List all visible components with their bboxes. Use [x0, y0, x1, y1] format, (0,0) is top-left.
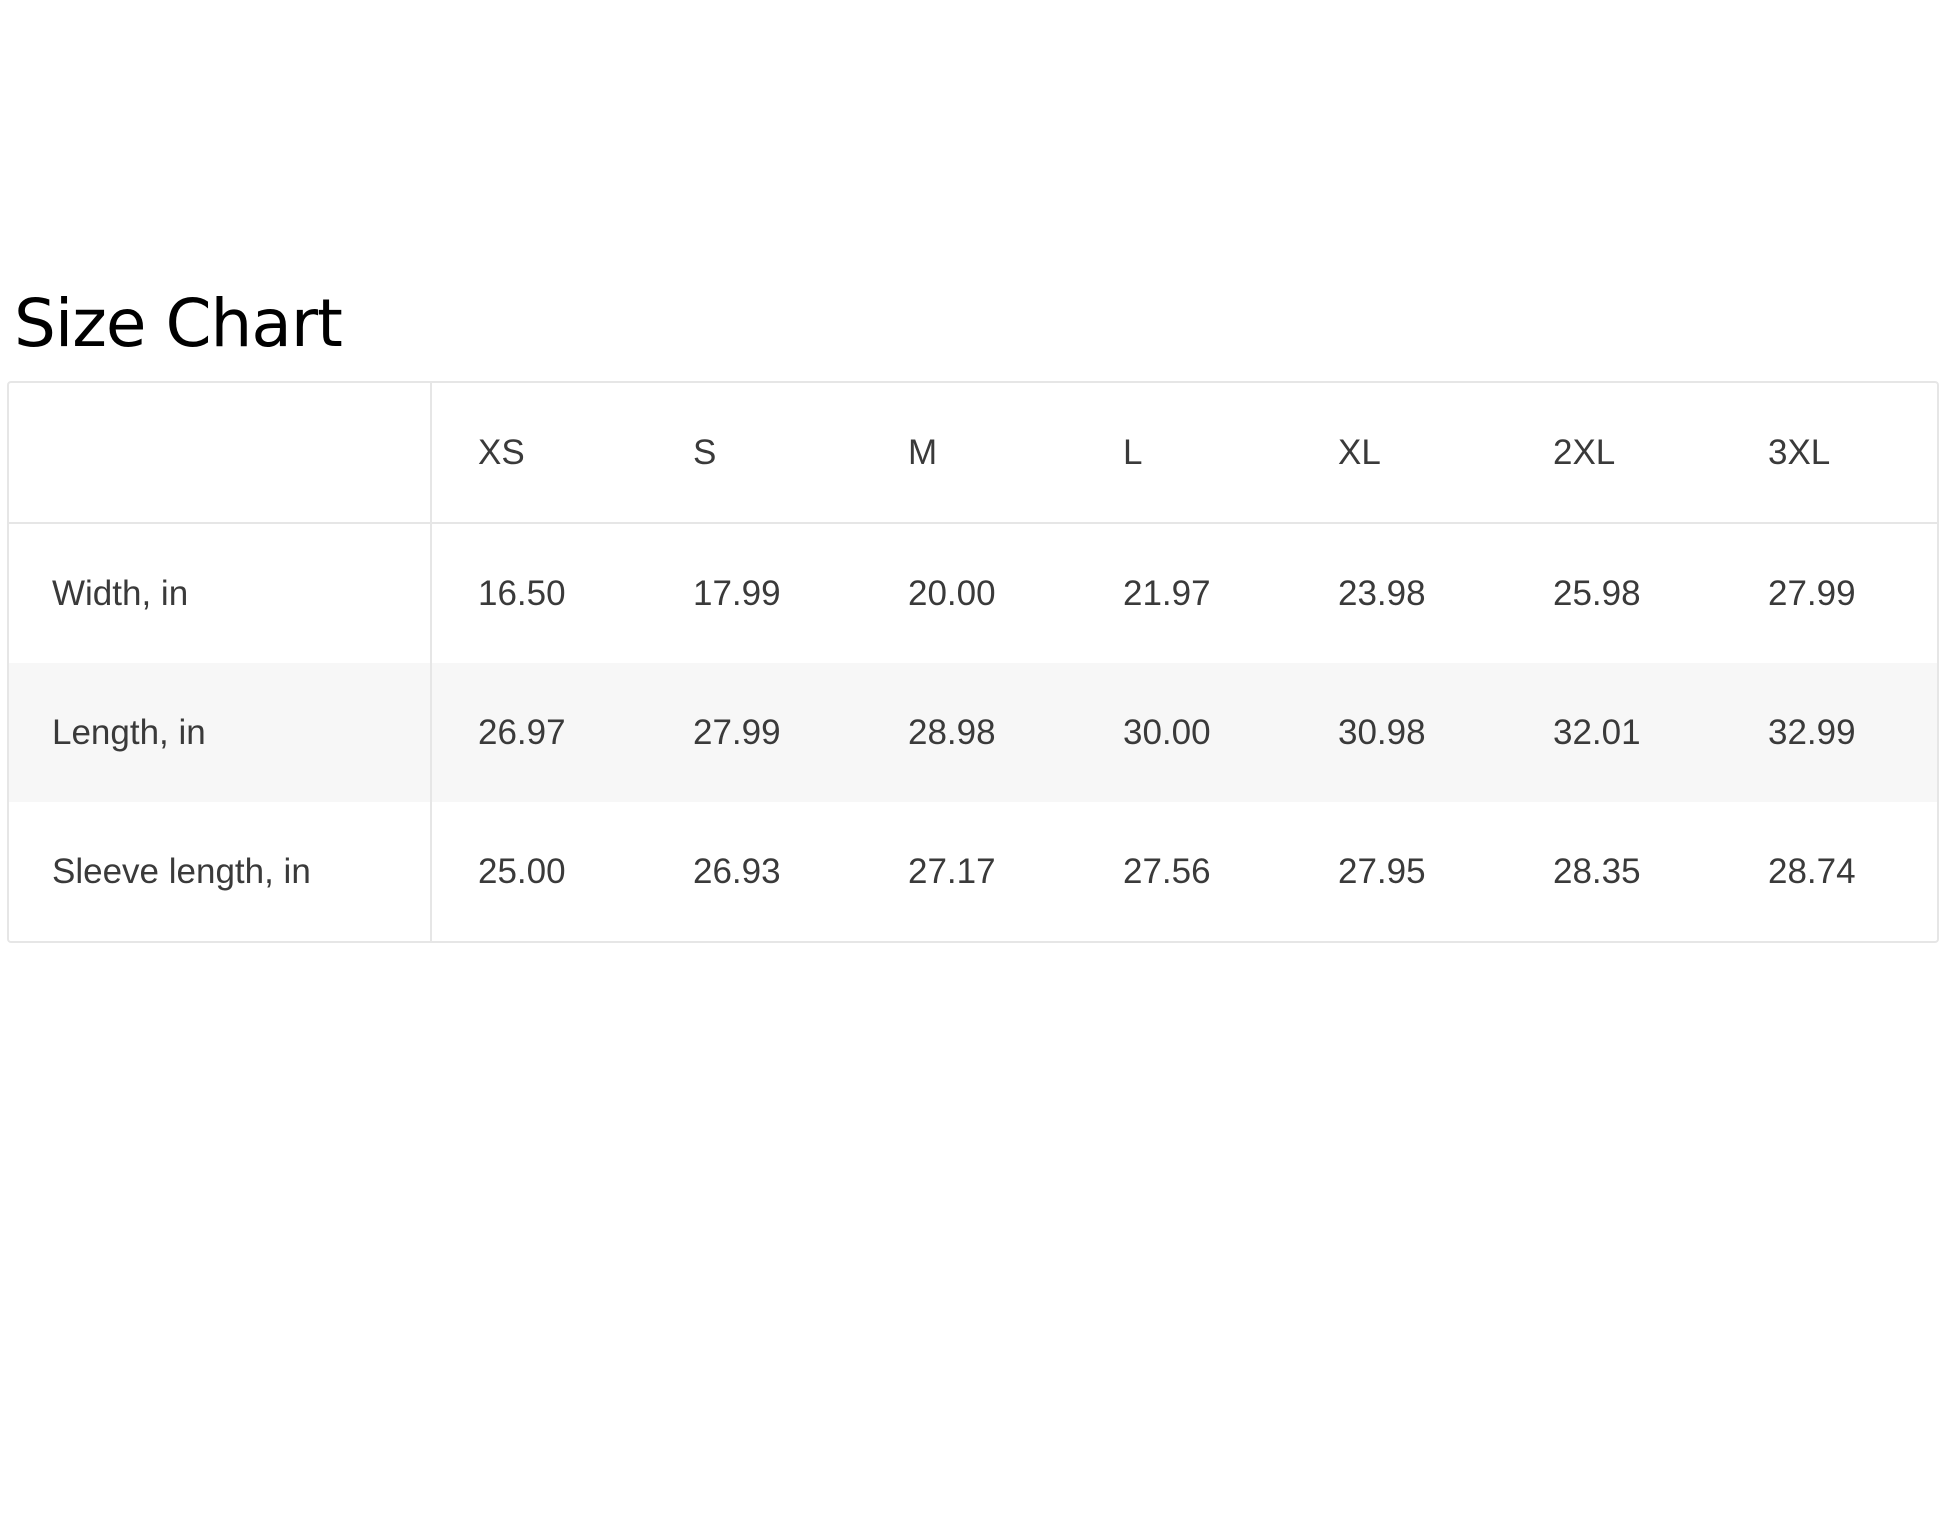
row-label: Width, in — [9, 524, 432, 663]
row-label: Sleeve length, in — [9, 802, 432, 941]
table-cell: 28.35 — [1553, 851, 1641, 891]
header-cell: XS — [478, 432, 525, 472]
header-cell: 2XL — [1553, 432, 1616, 472]
table-cell: 27.99 — [693, 712, 781, 752]
header-cell: XL — [1338, 432, 1381, 472]
table-cell: 27.17 — [908, 851, 996, 891]
table-cell: 32.99 — [1768, 712, 1856, 752]
table-cell: 20.00 — [908, 573, 996, 613]
header-corner-cell — [9, 383, 432, 522]
table-row: Width, in 16.50 17.99 20.00 21.97 23.98 … — [9, 524, 1937, 663]
table-cell: 27.95 — [1338, 851, 1426, 891]
table-cell: 27.99 — [1768, 573, 1856, 613]
table-cell: 28.98 — [908, 712, 996, 752]
table-cell: 30.98 — [1338, 712, 1426, 752]
table-cell: 17.99 — [693, 573, 781, 613]
table-cell: 26.93 — [693, 851, 781, 891]
table-cell: 26.97 — [478, 712, 566, 752]
table-cell: 30.00 — [1123, 712, 1211, 752]
table-cell: 21.97 — [1123, 573, 1211, 613]
header-cell: L — [1123, 432, 1143, 472]
table-cell: 28.74 — [1768, 851, 1856, 891]
header-cell: 3XL — [1768, 432, 1831, 472]
table-cell: 25.98 — [1553, 573, 1641, 613]
table-cell: 25.00 — [478, 851, 566, 891]
table-row: Sleeve length, in 25.00 26.93 27.17 27.5… — [9, 802, 1937, 941]
table-cell: 32.01 — [1553, 712, 1641, 752]
row-label: Length, in — [9, 663, 432, 802]
table-cell: 16.50 — [478, 573, 566, 613]
page-title: Size Chart — [14, 285, 343, 362]
table-header-row: XS S M L XL 2XL 3XL — [9, 383, 1937, 524]
table-cell: 27.56 — [1123, 851, 1211, 891]
header-cell: S — [693, 432, 717, 472]
table-row: Length, in 26.97 27.99 28.98 30.00 30.98… — [9, 663, 1937, 802]
header-cell: M — [908, 432, 938, 472]
size-chart-table: XS S M L XL 2XL 3XL Width, in 16.50 17.9… — [7, 381, 1939, 943]
table-cell: 23.98 — [1338, 573, 1426, 613]
